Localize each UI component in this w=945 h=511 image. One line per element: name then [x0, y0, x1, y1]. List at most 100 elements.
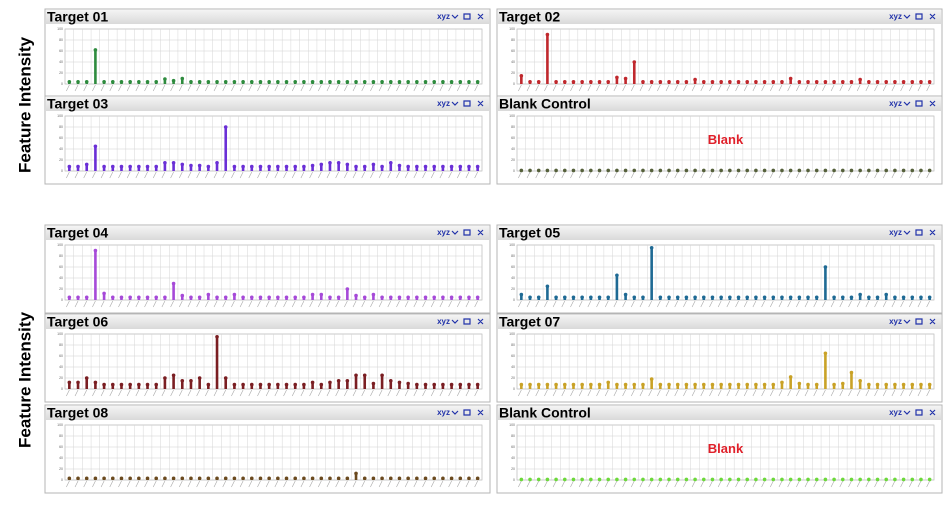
x-tick-stub: [561, 389, 566, 397]
bar: [406, 166, 410, 171]
bar: [328, 382, 332, 389]
x-tick-stub: [309, 84, 313, 92]
bar-marker: [519, 292, 524, 297]
x-tick-stub: [639, 389, 644, 397]
menu[interactable]: xyz: [889, 408, 902, 417]
x-tick-stub: [770, 480, 774, 488]
x-tick-stub: [891, 389, 896, 397]
bar-marker: [814, 80, 819, 84]
bar: [520, 75, 523, 84]
bar-marker: [163, 476, 167, 481]
x-tick-stub: [639, 480, 644, 488]
x-tick-stub: [796, 171, 800, 179]
x-tick-stub: [92, 171, 96, 179]
menu[interactable]: xyz: [889, 99, 902, 108]
x-tick-stub: [665, 389, 670, 397]
bar: [841, 383, 845, 389]
bar-marker: [675, 80, 680, 84]
panel-title: Target 01: [47, 9, 108, 25]
bar-marker: [701, 80, 706, 84]
x-tick-stub: [613, 171, 618, 179]
x-tick-stub: [874, 171, 878, 179]
bar-marker: [215, 476, 219, 481]
bar-marker: [128, 80, 132, 84]
bar-marker: [901, 477, 906, 482]
bar: [120, 166, 123, 171]
x-tick-stub: [622, 84, 626, 92]
bar-marker: [145, 295, 150, 300]
menu-icons: [451, 409, 484, 416]
bar-marker: [362, 164, 367, 169]
bar: [467, 384, 471, 389]
bar-marker: [137, 295, 141, 300]
panel: Blank Control xyz 0 20 40 60 80 100 Blank: [496, 95, 943, 185]
bar-marker: [397, 380, 402, 385]
bar: [354, 473, 358, 480]
x-tick-stub: [778, 300, 783, 308]
bar-marker: [554, 477, 558, 482]
menu[interactable]: xyz: [437, 317, 450, 326]
x-tick-stub: [578, 480, 583, 488]
bar-marker: [849, 370, 854, 375]
bar-marker: [249, 295, 254, 300]
bar-marker: [858, 378, 862, 383]
bar: [641, 384, 645, 389]
x-tick-stub: [83, 300, 87, 308]
x-tick-stub: [283, 480, 287, 488]
bar-marker: [797, 295, 802, 300]
bar: [676, 384, 680, 389]
x-tick-stub: [526, 389, 531, 397]
bar: [537, 384, 541, 389]
x-tick-stub: [205, 171, 209, 179]
bar: [589, 384, 593, 389]
menu[interactable]: xyz: [437, 228, 450, 237]
menu[interactable]: xyz: [889, 12, 902, 21]
bar-marker: [649, 245, 654, 250]
x-tick-stub: [770, 389, 774, 397]
bar-marker: [623, 477, 628, 482]
bar-marker: [927, 295, 932, 300]
x-tick-stub: [439, 84, 444, 92]
bar-marker: [163, 376, 167, 380]
menu[interactable]: xyz: [437, 408, 450, 417]
bar-marker: [302, 382, 306, 387]
x-tick-stub: [648, 389, 652, 397]
x-tick-stub: [830, 480, 835, 488]
menu[interactable]: xyz: [889, 228, 902, 237]
bar: [372, 164, 375, 171]
menu[interactable]: xyz: [437, 12, 450, 21]
x-tick-stub: [570, 300, 574, 308]
bar-marker: [336, 476, 341, 481]
x-tick-stub: [74, 84, 79, 92]
x-tick-stub: [291, 480, 296, 488]
x-tick-stub: [639, 171, 644, 179]
x-tick-stub: [856, 300, 861, 308]
bar-marker: [362, 476, 367, 481]
bar: [815, 384, 819, 389]
x-tick-stub: [283, 84, 287, 92]
x-tick-stub: [161, 480, 166, 488]
bar-marker: [710, 382, 715, 387]
bar-marker: [580, 382, 584, 387]
bar-marker: [788, 295, 793, 300]
x-tick-stub: [126, 389, 131, 397]
bar-marker: [901, 382, 906, 387]
bar-marker: [406, 476, 410, 481]
bar-marker: [110, 382, 115, 387]
x-tick-stub: [335, 300, 339, 308]
x-tick-stub: [761, 171, 765, 179]
x-tick-stub: [770, 300, 774, 308]
x-tick-stub: [474, 300, 478, 308]
x-tick-stub: [752, 389, 757, 397]
x-tick-stub: [709, 84, 713, 92]
x-tick-stub: [700, 84, 705, 92]
bar-marker: [884, 292, 889, 297]
x-tick-stub: [239, 84, 244, 92]
x-tick-stub: [283, 171, 287, 179]
bar-marker: [641, 477, 645, 482]
menu[interactable]: xyz: [437, 99, 450, 108]
menu[interactable]: xyz: [889, 317, 902, 326]
bar-marker: [667, 382, 671, 387]
bar-marker: [171, 78, 176, 83]
bar-marker: [328, 80, 332, 84]
